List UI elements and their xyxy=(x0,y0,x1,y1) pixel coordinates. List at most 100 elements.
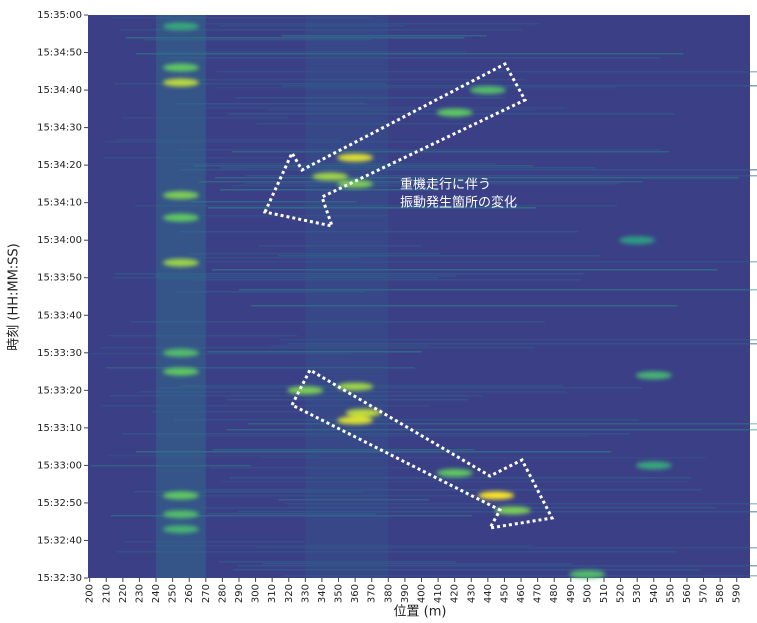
x-axis-label: 位置 (m) xyxy=(394,605,447,620)
x-tick-label: 460 xyxy=(516,584,527,603)
streak xyxy=(220,167,594,169)
hotspot xyxy=(163,349,199,357)
y-tick-label: 15:33:20 xyxy=(37,385,82,396)
x-tick-label: 510 xyxy=(599,584,610,603)
x-tick-label: 310 xyxy=(267,584,278,603)
x-tick-label: 330 xyxy=(300,584,311,603)
streak xyxy=(200,507,717,509)
streak xyxy=(206,261,757,263)
y-tick-label: 15:34:10 xyxy=(37,198,82,209)
x-tick-label: 450 xyxy=(499,584,510,603)
streak xyxy=(233,569,701,571)
streak xyxy=(216,87,616,89)
hotspot xyxy=(337,416,373,424)
chart: 重機走行に伴う 振動発生箇所の変化 位置 (m) 時刻 (HH:MM:SS) 1… xyxy=(0,0,757,623)
streak xyxy=(168,57,660,59)
x-tick-label: 290 xyxy=(234,584,245,603)
x-tick-label: 570 xyxy=(699,584,710,603)
y-tick-label: 15:35:00 xyxy=(37,10,82,21)
x-tick-label: 320 xyxy=(284,584,295,603)
hotspot xyxy=(437,109,473,117)
x-tick-label: 250 xyxy=(168,584,179,603)
hotspot xyxy=(636,461,672,469)
x-tick-label: 270 xyxy=(201,584,212,603)
band xyxy=(305,15,388,578)
x-tick-label: 430 xyxy=(466,584,477,603)
x-tick-label: 530 xyxy=(632,584,643,603)
y-axis-label: 時刻 (HH:MM:SS) xyxy=(7,243,22,351)
x-tick-label: 480 xyxy=(549,584,560,603)
hotspot xyxy=(569,570,605,578)
hotspot xyxy=(163,259,199,267)
x-tick-label: 200 xyxy=(85,584,96,603)
streak xyxy=(212,269,718,271)
x-tick-label: 550 xyxy=(665,584,676,603)
x-tick-label: 240 xyxy=(151,584,162,603)
hotspot xyxy=(163,79,199,87)
hotspot xyxy=(163,491,199,499)
x-tick-label: 280 xyxy=(217,584,228,603)
hotspot xyxy=(312,172,348,180)
streak xyxy=(229,477,691,479)
x-tick-label: 220 xyxy=(118,584,129,603)
x-tick-label: 420 xyxy=(450,584,461,603)
x-tick-label: 440 xyxy=(483,584,494,603)
hotspot xyxy=(163,214,199,222)
x-tick-label: 590 xyxy=(732,584,743,603)
hotspot xyxy=(437,469,473,477)
y-tick-label: 15:33:10 xyxy=(37,423,82,434)
hotspot xyxy=(163,64,199,72)
y-tick-label: 15:34:40 xyxy=(37,85,82,96)
hotspot xyxy=(636,371,672,379)
x-tick-label: 370 xyxy=(367,584,378,603)
x-tick-label: 490 xyxy=(566,584,577,603)
hotspot xyxy=(619,236,655,244)
x-tick-label: 500 xyxy=(582,584,593,603)
x-tick-label: 560 xyxy=(682,584,693,603)
x-tick-label: 390 xyxy=(400,584,411,603)
y-tick-label: 15:34:00 xyxy=(37,235,82,246)
hotspot xyxy=(337,180,373,188)
annotation: 振動発生箇所の変化 xyxy=(400,195,517,211)
streak xyxy=(178,149,660,151)
y-tick-label: 15:33:00 xyxy=(37,460,82,471)
streak xyxy=(123,541,305,543)
x-tick-label: 300 xyxy=(251,584,262,603)
streak xyxy=(136,53,684,55)
hotspot xyxy=(478,491,514,499)
streak xyxy=(159,387,642,389)
x-tick-label: 360 xyxy=(350,584,361,603)
hotspot xyxy=(470,86,506,94)
y-tick-label: 15:34:50 xyxy=(37,48,82,59)
hotspot xyxy=(163,525,199,533)
x-tick-label: 340 xyxy=(317,584,328,603)
streak xyxy=(231,151,669,153)
x-tick-label: 260 xyxy=(184,584,195,603)
x-tick-label: 400 xyxy=(416,584,427,603)
annotation: 重機走行に伴う xyxy=(400,177,491,193)
hotspot xyxy=(163,368,199,376)
y-tick-label: 15:34:30 xyxy=(37,123,82,134)
y-tick-label: 15:32:30 xyxy=(37,573,82,584)
streak xyxy=(205,489,702,491)
hotspot xyxy=(163,22,199,30)
hotspot xyxy=(337,383,373,391)
x-tick-label: 540 xyxy=(649,584,660,603)
y-tick-label: 15:33:30 xyxy=(37,348,82,359)
y-tick-label: 15:34:20 xyxy=(37,160,82,171)
x-tick-label: 350 xyxy=(334,584,345,603)
x-tick-label: 230 xyxy=(134,584,145,603)
x-tick-label: 470 xyxy=(533,584,544,603)
streak xyxy=(180,169,757,171)
x-tick-label: 210 xyxy=(101,584,112,603)
x-tick-label: 580 xyxy=(715,584,726,603)
x-tick-label: 410 xyxy=(433,584,444,603)
streak xyxy=(221,481,688,483)
hotspot xyxy=(163,510,199,518)
y-tick-label: 15:32:50 xyxy=(37,498,82,509)
hotspot xyxy=(287,386,323,394)
streak xyxy=(174,419,639,421)
x-tick-label: 380 xyxy=(383,584,394,603)
streak xyxy=(107,455,317,457)
hotspot xyxy=(163,191,199,199)
